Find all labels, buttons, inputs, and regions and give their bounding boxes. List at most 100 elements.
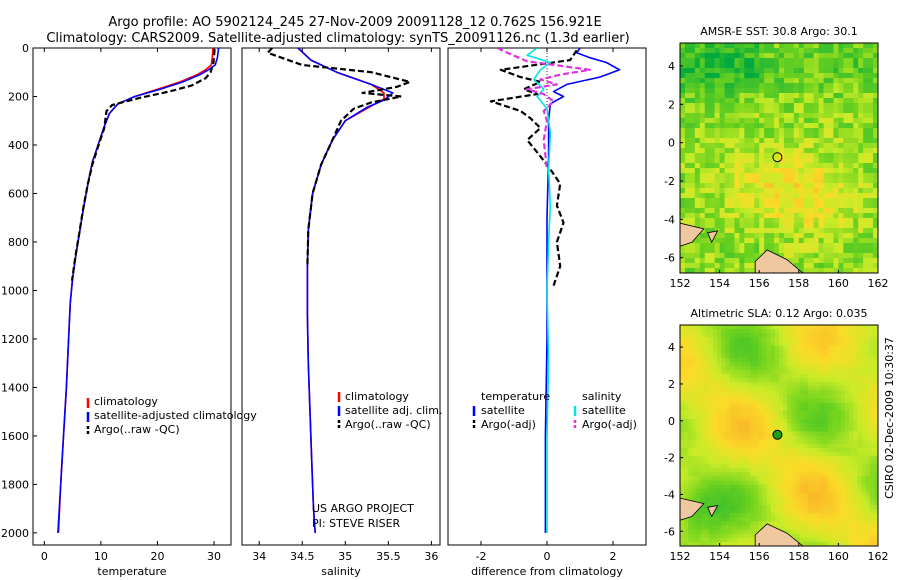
map-cell xyxy=(808,188,815,194)
map-cell xyxy=(750,517,755,522)
map-cell xyxy=(818,108,824,114)
map-cell xyxy=(873,48,878,54)
map-cell xyxy=(849,460,854,465)
map-cell xyxy=(849,488,854,494)
map-cell xyxy=(791,341,796,346)
map-cell xyxy=(779,53,785,59)
map-cell xyxy=(828,349,834,355)
map-cell xyxy=(803,390,809,395)
map-cell xyxy=(692,517,697,522)
map-cell xyxy=(719,133,725,139)
map-cell xyxy=(764,68,770,74)
map-cell xyxy=(694,88,701,94)
map-cell xyxy=(680,460,685,465)
map-cell xyxy=(750,357,755,363)
map-cell xyxy=(845,406,850,412)
map-cell xyxy=(824,472,829,477)
map-cell xyxy=(725,365,730,371)
map-cell xyxy=(688,365,693,371)
map-cell xyxy=(848,153,854,159)
map-cell xyxy=(696,357,702,363)
map-cell xyxy=(725,410,730,416)
map-cell xyxy=(750,406,755,412)
map-cell xyxy=(717,333,722,338)
map-cell xyxy=(820,394,825,400)
map-cell xyxy=(741,374,747,379)
map-cell xyxy=(689,203,696,209)
map-cell xyxy=(759,128,765,134)
map-cell xyxy=(833,178,839,184)
map-cell xyxy=(708,496,714,502)
map-cell xyxy=(746,427,751,432)
map-cell xyxy=(853,258,859,264)
map-cell xyxy=(853,521,858,526)
map-cell xyxy=(836,484,842,490)
map-cell xyxy=(807,488,813,494)
map-cell xyxy=(818,158,824,164)
map-cell xyxy=(744,253,750,259)
map-cell xyxy=(779,188,785,194)
map-cell xyxy=(737,374,743,379)
map-cell xyxy=(769,123,775,129)
map-cell xyxy=(791,423,796,428)
map-cell xyxy=(836,431,842,436)
map-cell xyxy=(764,228,770,234)
map-cell xyxy=(795,406,801,412)
map-cell xyxy=(729,537,735,543)
map-cell xyxy=(750,500,755,506)
map-cell xyxy=(824,435,829,440)
map-cell xyxy=(873,218,878,224)
map-cell xyxy=(823,258,829,264)
map-cell xyxy=(770,361,776,367)
map-cell xyxy=(849,353,854,359)
map-cell xyxy=(833,103,839,109)
map-cell xyxy=(749,183,755,189)
map-cell xyxy=(836,349,842,355)
y-tick-label: 0 xyxy=(22,42,29,55)
map-cell xyxy=(857,341,862,346)
map-cell xyxy=(774,472,780,477)
map-cell xyxy=(783,398,788,404)
map-cell xyxy=(832,472,838,477)
map-cell xyxy=(838,98,844,104)
map-cell xyxy=(783,451,788,457)
map-cell xyxy=(724,88,730,94)
map-cell xyxy=(764,48,770,54)
series-line-temperature-argo-adj xyxy=(489,49,578,286)
map-cell xyxy=(741,451,747,457)
map-cell xyxy=(853,455,858,461)
map-cell xyxy=(845,419,850,424)
map-cell xyxy=(836,517,842,522)
map-cell xyxy=(813,183,819,189)
map-cell xyxy=(828,223,834,229)
map-cell xyxy=(758,505,763,510)
map-cell xyxy=(863,253,869,259)
map-cell xyxy=(714,78,720,84)
map-cell xyxy=(746,521,751,526)
map-cell xyxy=(729,353,735,359)
map-cell xyxy=(861,386,867,391)
map-cell xyxy=(708,345,714,350)
map-cell xyxy=(838,188,844,194)
map-cell xyxy=(828,218,834,224)
map-cell xyxy=(857,455,862,461)
map-cell xyxy=(704,329,710,334)
map-cell xyxy=(798,128,805,134)
map-cell xyxy=(737,492,743,498)
map-cell xyxy=(783,193,790,199)
map-cell xyxy=(816,341,821,346)
map-cell xyxy=(783,43,790,49)
map-cell xyxy=(793,183,800,189)
map-cell xyxy=(774,193,780,199)
map-cell xyxy=(863,163,869,169)
map-cell xyxy=(746,537,751,543)
map-cell xyxy=(725,505,730,510)
map-cell xyxy=(828,58,834,64)
map-cell xyxy=(689,178,696,184)
map-cell xyxy=(865,410,871,416)
map-cell xyxy=(774,333,780,338)
map-cell xyxy=(783,361,788,367)
map-cell xyxy=(848,118,854,124)
map-cell xyxy=(788,48,795,54)
map-cell xyxy=(816,439,821,445)
